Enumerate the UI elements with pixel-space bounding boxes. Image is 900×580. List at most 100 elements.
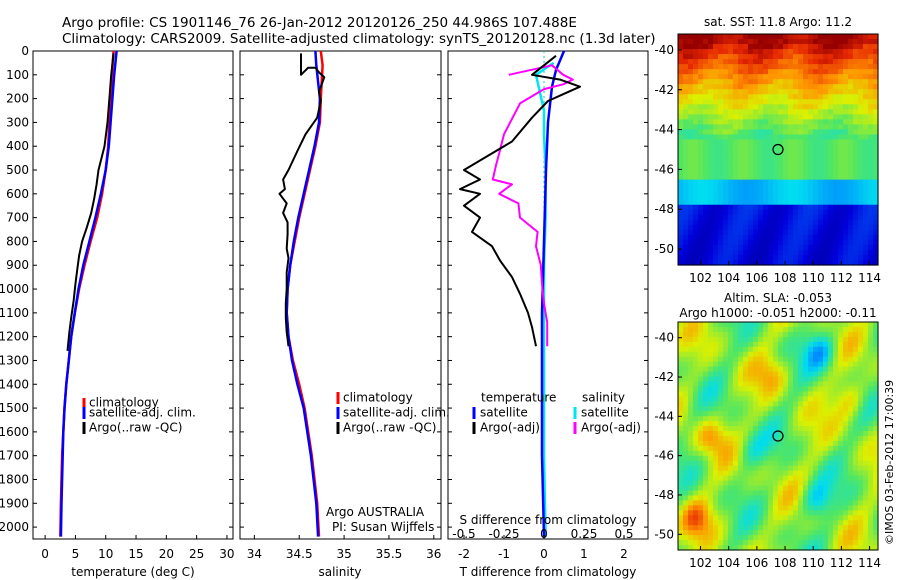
map-cell: [813, 450, 819, 457]
map-cell: [693, 341, 699, 348]
map-cell: [868, 59, 874, 65]
map-cell: [873, 79, 879, 85]
map-cell: [788, 495, 794, 502]
map-cell: [743, 500, 749, 506]
map-cell: [833, 341, 839, 348]
map-cell: [783, 34, 789, 40]
map-cell: [733, 495, 739, 502]
map-cell: [758, 545, 764, 551]
map-cell: [808, 119, 814, 125]
legend-t-argo: Argo(-adj): [480, 421, 540, 435]
map-cell: [808, 445, 814, 452]
map-cell: [688, 391, 694, 397]
map-cell: [758, 54, 764, 60]
map-cell: [718, 356, 724, 363]
map-cell: [753, 540, 759, 546]
map-cell: [708, 114, 714, 120]
map-cell: [713, 44, 719, 50]
map-cell: [748, 124, 754, 131]
map-cell: [833, 396, 839, 402]
latitude-tick-label: -46: [654, 449, 674, 463]
map-cell: [773, 322, 779, 328]
map-cell: [873, 406, 879, 412]
map-cell: [748, 199, 754, 206]
map-cell: [743, 219, 749, 226]
map-cell: [713, 89, 719, 95]
map-cell: [793, 99, 799, 105]
map-cell: [773, 416, 779, 422]
map-cell: [728, 34, 734, 40]
map-cell: [743, 470, 749, 477]
latitude-tick-label: -40: [654, 331, 674, 345]
map-cell: [813, 545, 819, 551]
map-cell: [748, 525, 754, 531]
map-cell: [853, 525, 859, 531]
map-cell: [748, 204, 754, 211]
map-cell: [803, 535, 809, 541]
map-cell: [733, 224, 739, 231]
map-cell: [838, 64, 844, 70]
map-cell: [723, 234, 729, 241]
map-cell: [863, 455, 869, 462]
depth-tick-label: 200: [6, 92, 29, 106]
map-cell: [698, 214, 704, 221]
map-cell: [823, 406, 829, 412]
map-cell: [718, 114, 724, 120]
map-cell: [838, 341, 844, 348]
legend-s-satellite: satellite: [581, 406, 629, 420]
map-cell: [693, 139, 699, 146]
map-cell: [778, 44, 784, 50]
map-cell: [768, 199, 774, 206]
map-cell: [698, 450, 704, 457]
map-cell: [813, 149, 819, 156]
map-cell: [828, 199, 834, 206]
series-climatology-line: [59, 50, 115, 537]
map-cell: [758, 445, 764, 452]
map-cell: [678, 39, 684, 45]
map-cell: [773, 254, 779, 261]
map-cell: [713, 189, 719, 196]
map-cell: [833, 189, 839, 196]
series-t-argo-line: [459, 55, 581, 347]
temperature-tick-label: 15: [128, 547, 143, 561]
map-cell: [828, 89, 834, 95]
map-cell: [788, 69, 794, 75]
map-cell: [828, 505, 834, 511]
map-cell: [768, 154, 774, 161]
map-cell: [733, 465, 739, 472]
map-cell: [873, 426, 879, 432]
map-cell: [833, 510, 839, 516]
map-cell: [823, 209, 829, 216]
map-cell: [708, 209, 714, 216]
map-cell: [743, 99, 749, 105]
map-cell: [728, 239, 734, 246]
map-cell: [763, 495, 769, 502]
map-cell: [828, 214, 834, 221]
map-cell: [803, 326, 809, 333]
map-cell: [743, 194, 749, 201]
map-cell: [718, 416, 724, 422]
map-cell: [708, 69, 714, 75]
sla-map-title: Altim. SLA: -0.053: [724, 291, 832, 305]
map-cell: [728, 495, 734, 502]
map-cell: [838, 525, 844, 531]
map-cell: [693, 515, 699, 521]
map-cell: [733, 204, 739, 211]
map-cell: [873, 490, 879, 497]
map-cell: [688, 515, 694, 521]
map-cell: [738, 465, 744, 472]
map-cell: [863, 199, 869, 206]
map-cell: [788, 164, 794, 171]
map-cell: [783, 224, 789, 231]
map-cell: [783, 234, 789, 241]
map-cell: [763, 470, 769, 477]
salinity-legend: climatology satellite-adj. clim. Argo(..…: [336, 391, 450, 435]
map-cell: [818, 401, 824, 407]
map-cell: [733, 351, 739, 358]
map-cell: [793, 421, 799, 427]
map-cell: [713, 69, 719, 75]
map-cell: [843, 259, 849, 266]
map-cell: [803, 470, 809, 477]
map-cell: [733, 89, 739, 95]
map-cell: [818, 465, 824, 472]
